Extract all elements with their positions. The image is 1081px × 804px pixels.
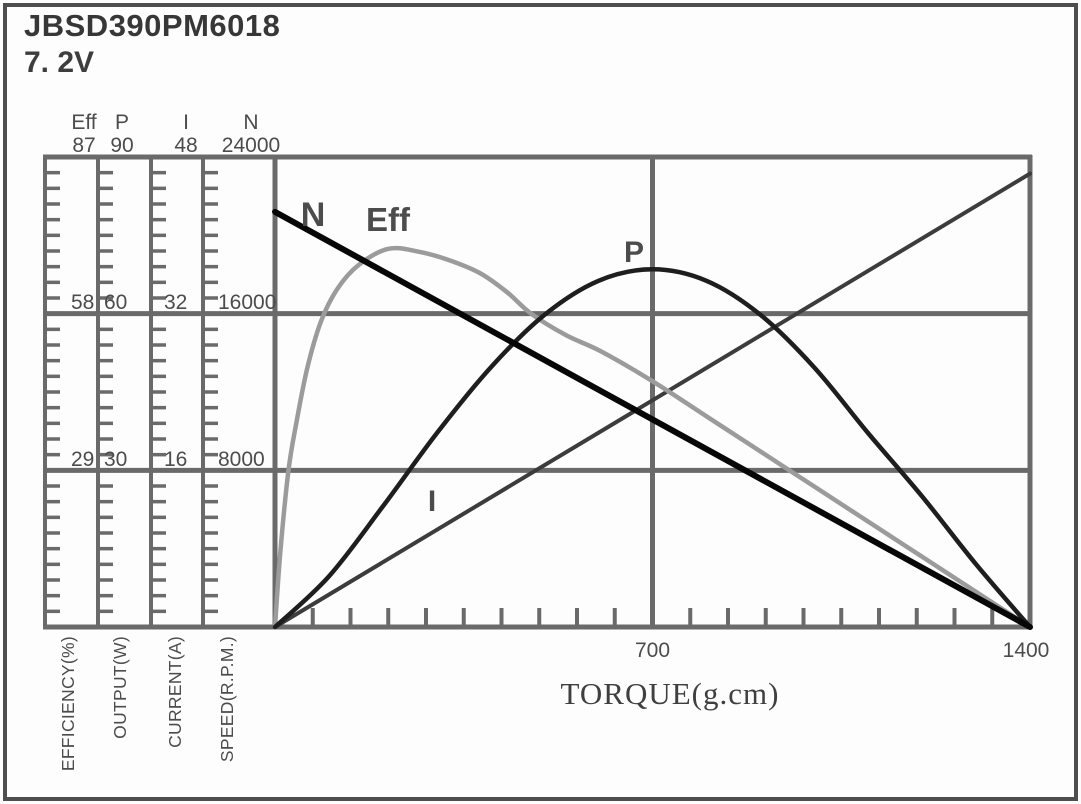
curve-N xyxy=(272,208,1033,630)
curve-P xyxy=(272,267,1033,630)
x-axis-title: TORQUE(g.cm) xyxy=(561,676,780,711)
curve-label-speed: N xyxy=(301,196,326,234)
axis-max-eff: 87 xyxy=(72,134,95,157)
x-tick-1400: 1400 xyxy=(1003,639,1050,662)
axis-tick-eff-low: 29 xyxy=(71,448,94,471)
curve-I xyxy=(273,171,1032,629)
axis-max-current: 48 xyxy=(174,134,197,157)
x-axis-ticks: 700 1400 xyxy=(635,639,1049,662)
voltage-label: 7. 2V xyxy=(24,46,95,79)
axis-max-power: 90 xyxy=(110,134,133,157)
axis-title-output: OUTPUT(W) xyxy=(110,636,130,739)
axis-mid-values: 58 60 32 16000 29 30 16 8000 xyxy=(71,291,276,471)
axis-tick-speed-mid: 16000 xyxy=(218,291,276,314)
axis-title-efficiency: EFFICIENCY(%) xyxy=(58,636,78,771)
curve-Eff xyxy=(272,245,1033,630)
axis-header-power: P xyxy=(115,111,129,134)
axis-title-speed: SPEED(R.P.M.) xyxy=(217,636,237,762)
axis-tick-eff-mid: 58 xyxy=(71,291,94,314)
axis-tick-current-mid: 32 xyxy=(164,291,187,314)
axis-tick-speed-low: 8000 xyxy=(218,448,265,471)
axis-headers: Eff 87 P 90 I 48 N 24000 xyxy=(71,111,280,157)
axis-header-speed: N xyxy=(243,111,258,134)
axis-header-eff: Eff xyxy=(71,111,96,134)
axis-tick-power-low: 30 xyxy=(104,448,127,471)
curve-label-power: P xyxy=(624,236,644,269)
axis-max-speed: 24000 xyxy=(222,134,280,157)
grid-lines xyxy=(43,154,1033,630)
axis-title-current: CURRENT(A) xyxy=(165,636,185,748)
curve-label-current: I xyxy=(428,485,436,518)
axis-tick-power-mid: 60 xyxy=(104,291,127,314)
axis-tick-current-low: 16 xyxy=(164,448,187,471)
page-title: JBSD390PM6018 xyxy=(24,8,281,43)
axis-titles: EFFICIENCY(%) OUTPUT(W) CURRENT(A) SPEED… xyxy=(58,636,237,771)
axis-header-current: I xyxy=(183,111,189,134)
curve-label-efficiency: Eff xyxy=(366,201,411,238)
performance-curves xyxy=(272,171,1033,630)
tick-marks xyxy=(47,170,995,626)
page-border xyxy=(3,3,1078,801)
x-tick-700: 700 xyxy=(635,639,670,662)
